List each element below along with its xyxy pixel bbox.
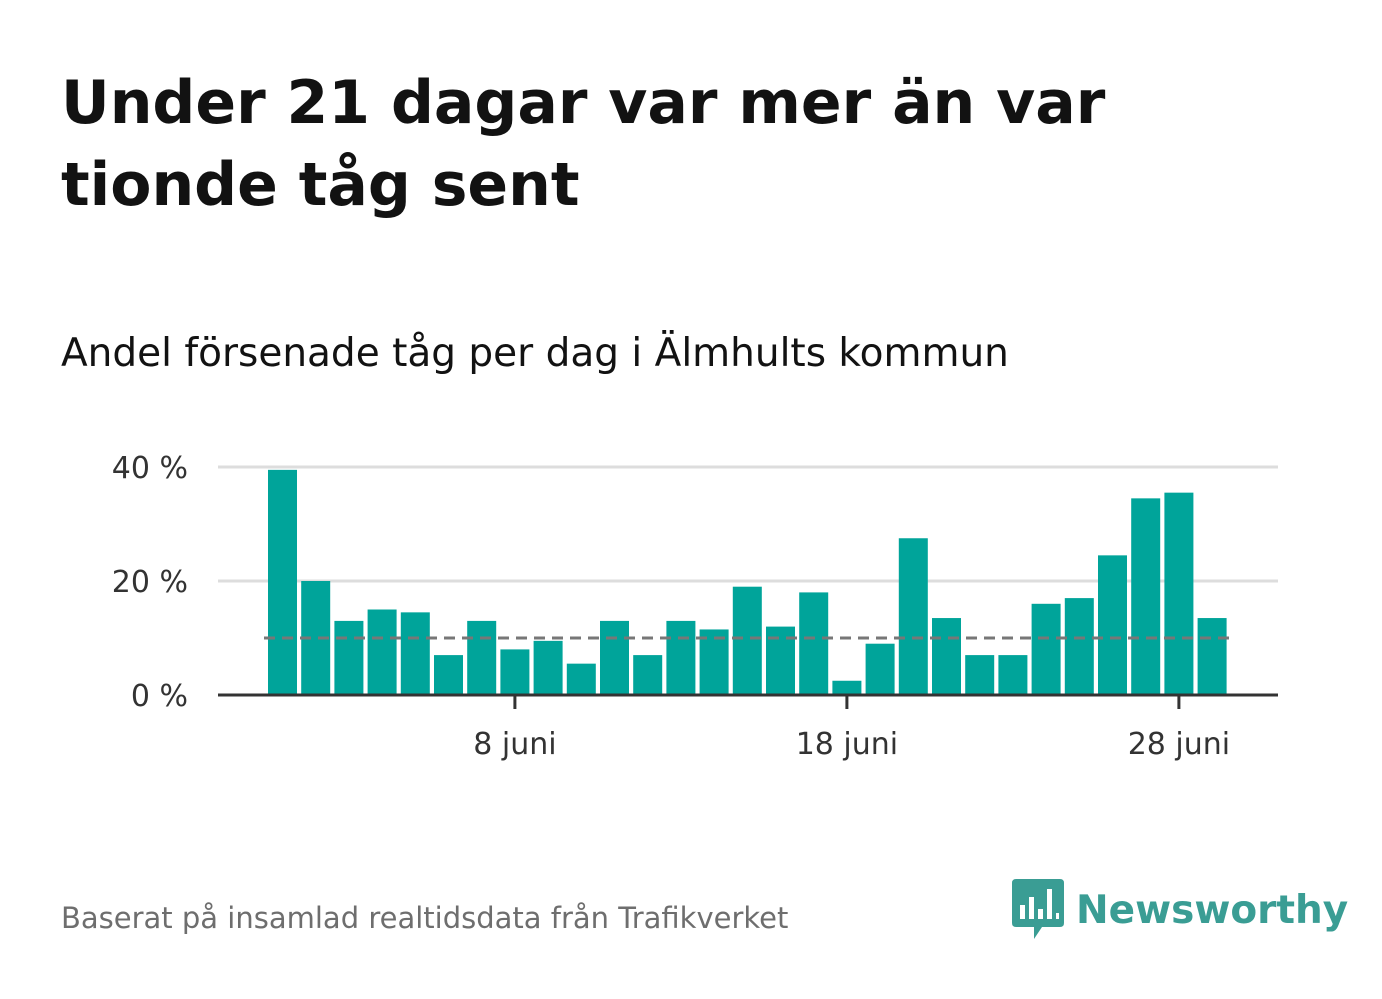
bar [932, 618, 961, 695]
bar [1164, 492, 1194, 695]
bar [467, 620, 497, 695]
x-tick-label: 18 juni [796, 727, 898, 762]
axes: 0 % 20 % 40 % 8 juni 18 juni 28 juni [112, 451, 1278, 762]
brand-name: Newsworthy [1076, 887, 1349, 933]
bar [832, 680, 862, 695]
bar [367, 609, 397, 695]
bar [600, 620, 629, 695]
bar [998, 655, 1028, 695]
bar [633, 655, 663, 695]
bar [666, 620, 696, 695]
bar [1197, 618, 1227, 695]
brand-logo: Newsworthy [1012, 878, 1348, 942]
bar [1098, 555, 1127, 695]
bar [898, 538, 928, 695]
bar [865, 643, 895, 695]
y-tick-label: 20 % [112, 565, 188, 600]
newsworthy-logo-icon [1012, 879, 1064, 939]
bar [699, 629, 729, 695]
bar [732, 586, 762, 695]
bars [268, 469, 1227, 695]
bar [566, 663, 596, 695]
chart-title: Under 21 dagar var mer än var tionde tåg… [61, 68, 1106, 220]
x-tick-label: 8 juni [473, 727, 556, 762]
bar [500, 649, 530, 695]
bar [533, 640, 563, 695]
chart-subtitle: Andel försenade tåg per dag i Älmhults k… [61, 331, 1009, 376]
y-tick-label: 0 % [131, 679, 188, 714]
bar [965, 655, 995, 695]
bar [799, 592, 829, 695]
x-tick-label: 28 juni [1128, 727, 1230, 762]
bar [400, 612, 430, 695]
bar [1064, 598, 1094, 695]
bar [1131, 498, 1161, 695]
y-tick-label: 40 % [112, 451, 188, 486]
bar [434, 655, 463, 695]
bar [268, 469, 297, 695]
bar [334, 620, 364, 695]
bar [1031, 603, 1061, 695]
source-note: Baserat på insamlad realtidsdata från Tr… [61, 901, 789, 935]
